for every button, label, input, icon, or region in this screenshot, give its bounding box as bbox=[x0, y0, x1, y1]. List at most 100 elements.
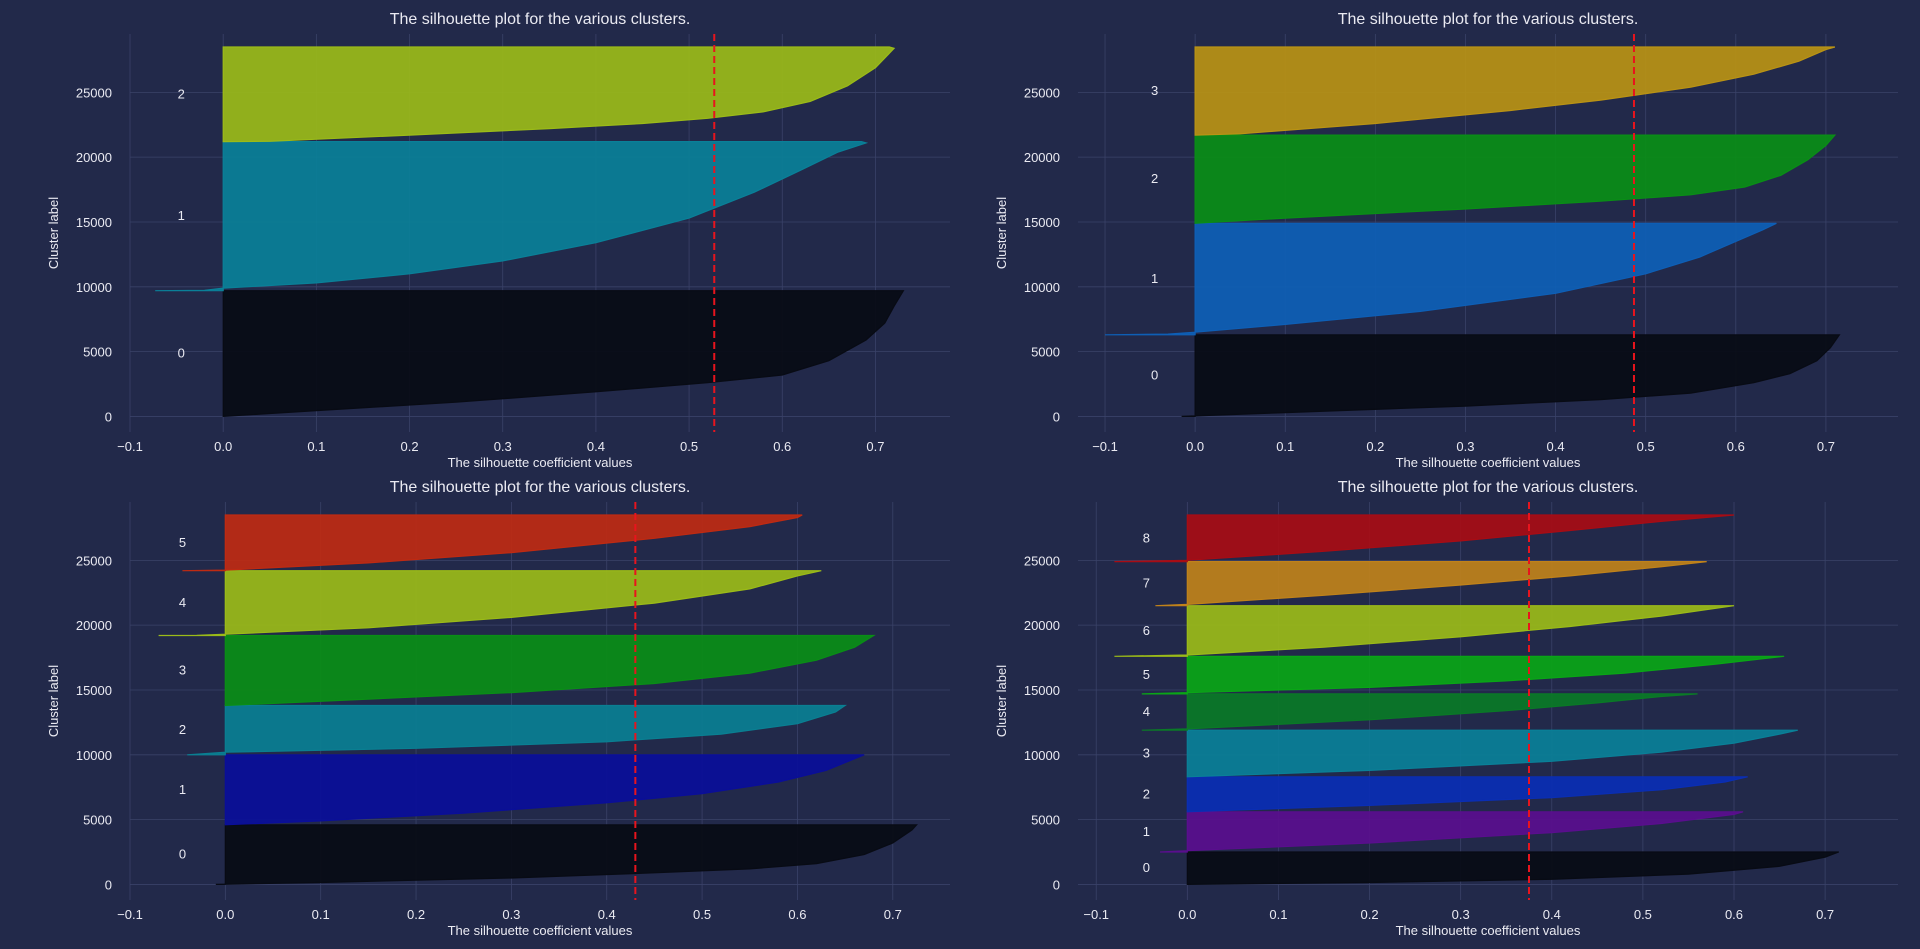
cluster-area-4 bbox=[158, 570, 822, 637]
x-tick-label: 0.7 bbox=[866, 439, 884, 454]
y-tick-label: 0 bbox=[105, 877, 112, 892]
cluster-label-5: 5 bbox=[1143, 667, 1150, 682]
cluster-label-3: 3 bbox=[1143, 746, 1150, 761]
cluster-area-0 bbox=[222, 290, 905, 418]
cluster-label-2: 2 bbox=[1151, 171, 1158, 186]
y-tick-label: 15000 bbox=[1024, 683, 1060, 698]
cluster-area-3 bbox=[224, 634, 876, 707]
y-tick-label: 25000 bbox=[1024, 553, 1060, 568]
x-tick-label: 0.7 bbox=[884, 907, 902, 922]
cluster-area-3 bbox=[1186, 729, 1798, 778]
y-tick-label: 20000 bbox=[1024, 150, 1060, 165]
cluster-area-1 bbox=[1104, 222, 1777, 336]
cluster-area-4 bbox=[1141, 693, 1698, 731]
cluster-label-1: 1 bbox=[1143, 824, 1150, 839]
cluster-label-2: 2 bbox=[179, 722, 186, 737]
x-tick-label: 0.4 bbox=[598, 907, 616, 922]
y-tick-label: 25000 bbox=[1024, 85, 1060, 100]
x-tick-label: 0.2 bbox=[1361, 907, 1379, 922]
y-tick-label: 5000 bbox=[1031, 345, 1060, 360]
x-tick-label: 0.1 bbox=[1276, 439, 1294, 454]
x-tick-label: 0.3 bbox=[1456, 439, 1474, 454]
x-tick-label: 0.3 bbox=[502, 907, 520, 922]
cluster-area-1 bbox=[155, 141, 869, 292]
y-axis-label: Cluster label bbox=[46, 197, 61, 269]
cluster-area-6 bbox=[1114, 605, 1735, 657]
x-tick-label: 0.0 bbox=[216, 907, 234, 922]
x-tick-label: 0.5 bbox=[1637, 439, 1655, 454]
cluster-area-1 bbox=[1159, 811, 1744, 853]
y-tick-label: 20000 bbox=[1024, 618, 1060, 633]
x-axis-label: The silhouette coefficient values bbox=[1396, 455, 1581, 470]
cluster-label-1: 1 bbox=[179, 782, 186, 797]
x-tick-label: 0.1 bbox=[312, 907, 330, 922]
x-tick-label: 0.4 bbox=[1543, 907, 1561, 922]
x-tick-label: 0.6 bbox=[773, 439, 791, 454]
cluster-label-0: 0 bbox=[1151, 368, 1158, 383]
y-tick-label: 25000 bbox=[76, 553, 112, 568]
cluster-label-0: 0 bbox=[179, 847, 186, 862]
y-tick-label: 15000 bbox=[76, 683, 112, 698]
x-axis-label: The silhouette coefficient values bbox=[448, 455, 633, 470]
cluster-area-0 bbox=[1186, 851, 1840, 886]
x-tick-label: −0.1 bbox=[1083, 907, 1109, 922]
cluster-label-2: 2 bbox=[1143, 786, 1150, 801]
silhouette-panel-2: 0 1 2 3 −0.1 0.0 0.1 0.2 0.3 0.4 0.5 0.6 0.7 0 5000 100… bbox=[994, 11, 1898, 470]
x-tick-label: 0.1 bbox=[307, 439, 325, 454]
y-tick-label: 10000 bbox=[76, 748, 112, 763]
cluster-label-3: 3 bbox=[179, 663, 186, 678]
x-tick-label: 0.6 bbox=[1725, 907, 1743, 922]
y-tick-label: 5000 bbox=[83, 345, 112, 360]
cluster-area-1 bbox=[224, 754, 865, 826]
cluster-area-0 bbox=[215, 824, 918, 885]
y-tick-label: 10000 bbox=[1024, 280, 1060, 295]
y-tick-label: 5000 bbox=[83, 813, 112, 828]
x-tick-label: 0.5 bbox=[680, 439, 698, 454]
y-tick-label: 0 bbox=[105, 409, 112, 424]
cluster-label-0: 0 bbox=[178, 346, 185, 361]
x-tick-label: 0.0 bbox=[214, 439, 232, 454]
x-tick-label: 0.5 bbox=[693, 907, 711, 922]
x-tick-label: 0.0 bbox=[1178, 907, 1196, 922]
x-tick-label: 0.2 bbox=[401, 439, 419, 454]
cluster-area-0 bbox=[1181, 334, 1841, 417]
x-tick-label: 0.7 bbox=[1816, 907, 1834, 922]
y-tick-label: 25000 bbox=[76, 85, 112, 100]
x-tick-label: 0.3 bbox=[494, 439, 512, 454]
x-axis-label: The silhouette coefficient values bbox=[448, 923, 633, 938]
x-tick-label: 0.6 bbox=[1727, 439, 1745, 454]
y-tick-label: 10000 bbox=[76, 280, 112, 295]
chart-title: The silhouette plot for the various clus… bbox=[390, 11, 691, 28]
cluster-label-1: 1 bbox=[178, 208, 185, 223]
cluster-area-2 bbox=[1186, 776, 1748, 813]
x-tick-label: 0.4 bbox=[587, 439, 605, 454]
cluster-area-7 bbox=[1155, 561, 1707, 607]
chart-title: The silhouette plot for the various clus… bbox=[1338, 11, 1639, 28]
cluster-area-8 bbox=[1114, 514, 1735, 563]
silhouette-panel-1: 0 1 2 −0.1 0.0 0.1 0.2 0.3 0.4 0.5 0.6 0.7 0 5000 1000… bbox=[46, 11, 950, 470]
x-tick-label: 0.2 bbox=[407, 907, 425, 922]
x-tick-label: 0.5 bbox=[1634, 907, 1652, 922]
x-tick-label: −0.1 bbox=[117, 439, 143, 454]
cluster-label-7: 7 bbox=[1143, 576, 1150, 591]
cluster-label-6: 6 bbox=[1143, 623, 1150, 638]
y-tick-label: 0 bbox=[1053, 409, 1060, 424]
chart-title: The silhouette plot for the various clus… bbox=[390, 479, 691, 496]
cluster-area-2 bbox=[187, 704, 848, 756]
cluster-label-1: 1 bbox=[1151, 271, 1158, 286]
x-tick-label: 0.2 bbox=[1366, 439, 1384, 454]
silhouette-panel-4: 0 1 2 3 4 5 6 7 8 −0.1 0.0 0.1 0.2 0.3 0.4 0.5 0.6 0.7 0 50… bbox=[994, 479, 1898, 938]
cluster-label-5: 5 bbox=[179, 535, 186, 550]
cluster-label-3: 3 bbox=[1151, 83, 1158, 98]
y-tick-label: 0 bbox=[1053, 877, 1060, 892]
cluster-area-2 bbox=[222, 46, 896, 143]
y-axis-label: Cluster label bbox=[46, 665, 61, 737]
x-tick-label: −0.1 bbox=[1092, 439, 1118, 454]
silhouette-panel-3: 0 1 2 3 4 5 −0.1 0.0 0.1 0.2 0.3 0.4 0.5 0.6 0.7 0 5000 1… bbox=[46, 479, 950, 938]
x-tick-label: −0.1 bbox=[117, 907, 143, 922]
cluster-label-8: 8 bbox=[1143, 530, 1150, 545]
cluster-label-4: 4 bbox=[179, 595, 186, 610]
y-tick-label: 10000 bbox=[1024, 748, 1060, 763]
chart-title: The silhouette plot for the various clus… bbox=[1338, 479, 1639, 496]
